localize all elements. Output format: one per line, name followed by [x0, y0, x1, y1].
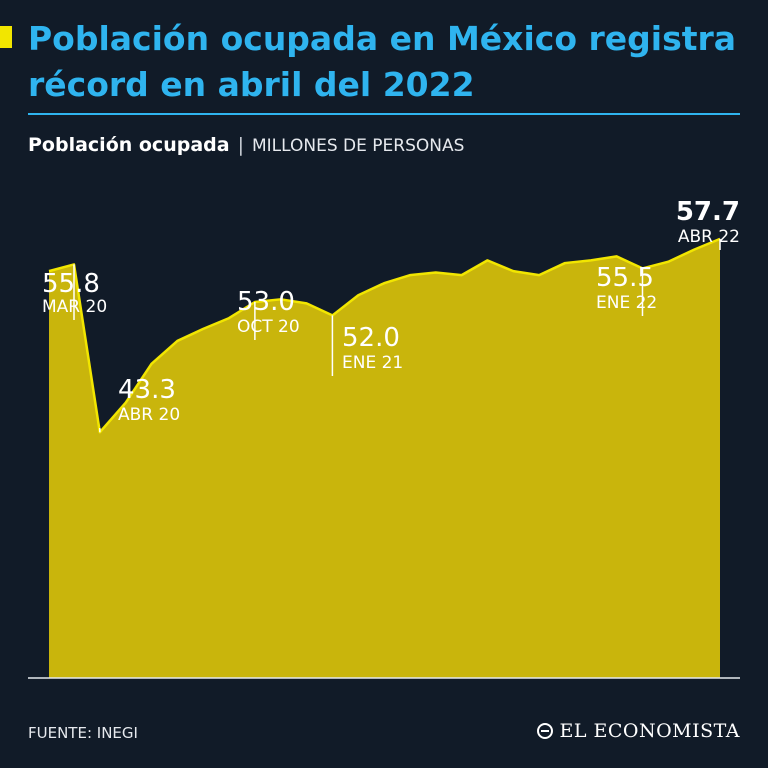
- logo-icon: [537, 723, 554, 739]
- subtitle-unit: MILLONES DE PERSONAS: [251, 136, 465, 156]
- page-title: Población ocupada en México registra réc…: [28, 19, 737, 104]
- annotation-value-ene-22: 55.5: [596, 263, 654, 293]
- annotation-label-abr-22: ABR 22: [678, 227, 740, 247]
- subtitle-separator: |: [237, 134, 244, 156]
- annotation-label-ene-21: ENE 21: [342, 353, 403, 373]
- annotation-label-oct-20: OCT 20: [237, 317, 300, 337]
- annotation-label-mar-20: MAR 20: [42, 297, 107, 317]
- annotation-value-mar-20: 55.8: [42, 269, 100, 299]
- annotation-value-oct-20: 53.0: [237, 287, 295, 317]
- annotation-value-ene-21: 52.0: [342, 323, 400, 353]
- area-fill: [49, 238, 720, 678]
- leader-layer: [73, 238, 721, 433]
- annotation-label-abr-20: ABR 20: [118, 405, 180, 425]
- brand-logo: EL ECONOMISTA: [537, 720, 740, 742]
- source-note: FUENTE: INEGI: [28, 724, 138, 742]
- annotation-label-ene-22: ENE 22: [596, 293, 657, 313]
- title-divider: [28, 113, 740, 115]
- area-layer: [48, 237, 721, 678]
- title-accent-bar: [0, 26, 12, 48]
- series-line: [48, 237, 721, 434]
- chart-subtitle: Población ocupada | MILLONES DE PERSONAS: [28, 134, 464, 156]
- subtitle-main: Población ocupada: [28, 134, 230, 156]
- annotation-value-abr-22: 57.7: [676, 197, 740, 227]
- brand-name: EL ECONOMISTA: [559, 720, 740, 742]
- annotation-value-abr-20: 43.3: [118, 375, 176, 405]
